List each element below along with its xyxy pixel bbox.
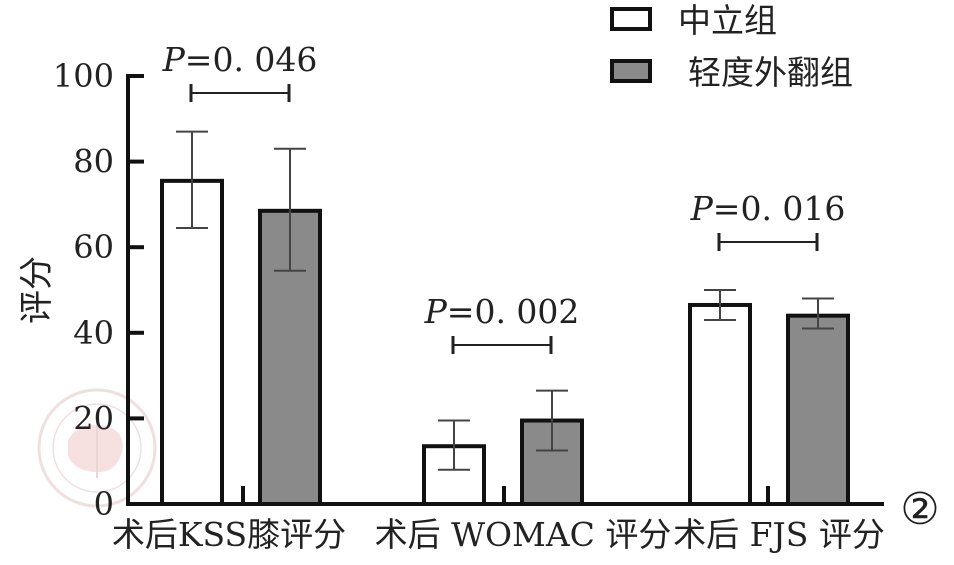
p-value: =0. 016	[713, 189, 846, 228]
p-value: =0. 046	[185, 40, 318, 79]
legend-swatch	[610, 59, 652, 83]
y-tick-label: 0	[94, 485, 114, 523]
legend-label: 轻度外翻组	[688, 53, 853, 92]
y-tick-label: 60	[73, 228, 114, 266]
y-axis-title: 评分	[17, 256, 57, 324]
p-value-annotation: P=0. 002	[424, 292, 580, 331]
p-value-annotation: P=0. 046	[162, 40, 318, 79]
bar-neutral	[160, 178, 224, 507]
y-tick-label: 100	[53, 57, 114, 95]
bar-neutral	[688, 302, 752, 507]
p-symbol: P	[424, 292, 448, 331]
y-tick-label: 80	[73, 143, 114, 181]
p-symbol: P	[162, 40, 186, 79]
p-value-annotation: P=0. 016	[690, 189, 846, 228]
bar-valgus	[786, 313, 850, 506]
p-value: =0. 002	[447, 292, 580, 331]
x-tick-label: 术后 FJS 评分	[673, 515, 885, 554]
x-tick-label: 术后 WOMAC 评分	[375, 515, 672, 554]
x-tick-label: 术后KSS膝评分	[112, 515, 346, 554]
legend-label: 中立组	[678, 1, 777, 40]
p-symbol: P	[690, 189, 714, 228]
panel-label: ②	[900, 484, 939, 535]
legend-swatch	[610, 7, 652, 31]
y-tick-label: 40	[73, 314, 114, 352]
watermark-seal	[37, 388, 157, 508]
y-tick-label: 20	[73, 399, 114, 437]
